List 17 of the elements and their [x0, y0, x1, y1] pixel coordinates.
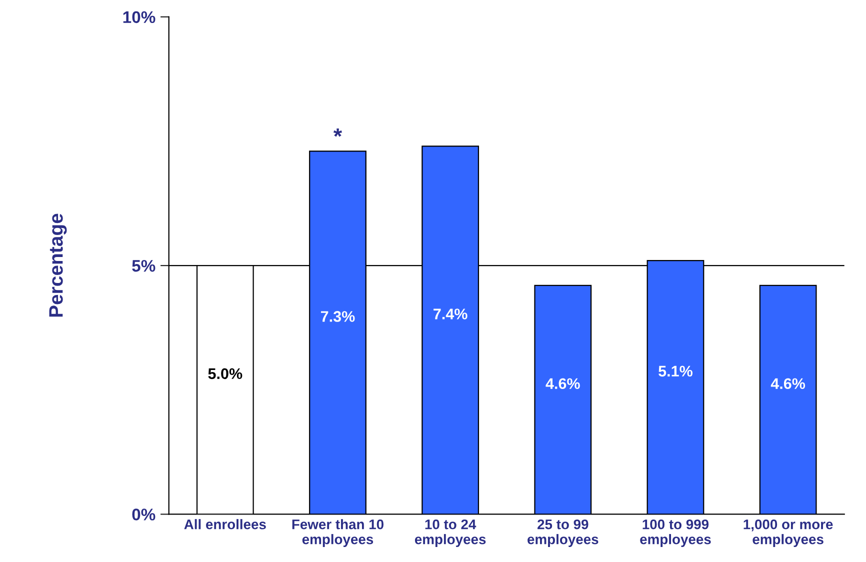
- data-label: 7.3%: [320, 311, 355, 322]
- y-tick-label: 5%: [132, 260, 156, 272]
- y-tick-label: 0%: [132, 508, 156, 520]
- x-tick-label: Fewer than 10 employees: [292, 519, 384, 547]
- x-tick-label: 1,000 or more employees: [744, 519, 833, 547]
- y-axis-title: Percentage: [49, 214, 67, 317]
- x-tick-label: All enrollees: [184, 519, 266, 530]
- data-label: 4.6%: [546, 378, 580, 390]
- y-tick-label: 10%: [123, 11, 156, 24]
- x-tick-label: 100 to 999 employees: [640, 519, 711, 547]
- data-label: 5.1%: [658, 366, 692, 377]
- annotation: *: [333, 128, 342, 137]
- x-tick-label: 10 to 24 employees: [414, 519, 486, 547]
- data-label: 7.4%: [434, 308, 468, 320]
- data-label: 4.6%: [770, 378, 806, 390]
- data-label: 5.0%: [208, 368, 242, 380]
- x-tick-label: 25 to 99 employees: [528, 519, 598, 547]
